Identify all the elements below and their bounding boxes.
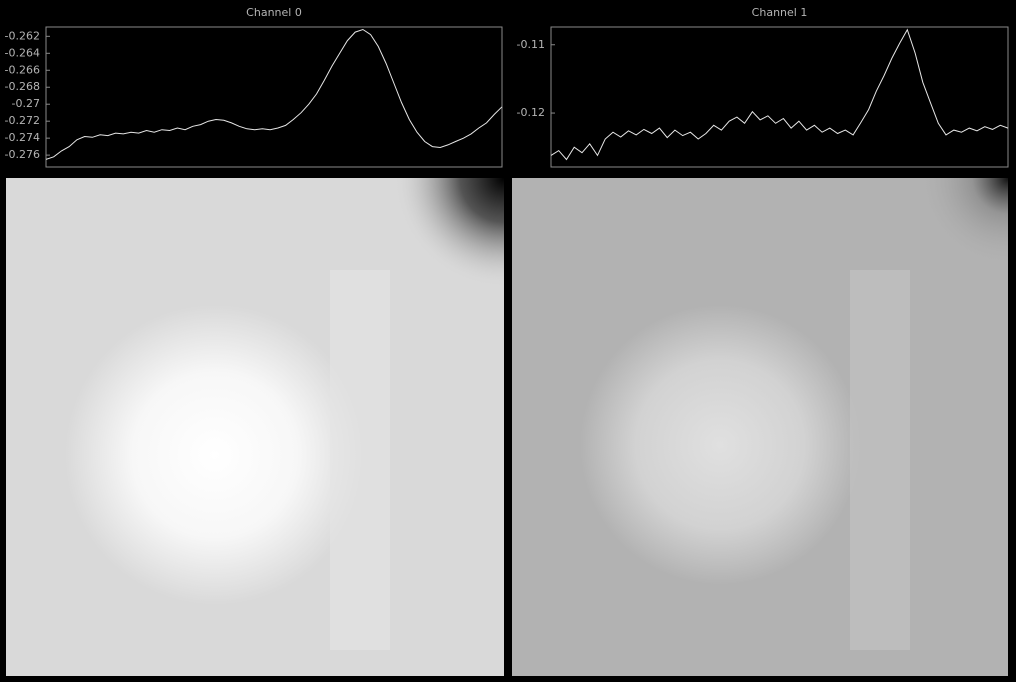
plot-frame — [550, 26, 1009, 168]
data-line — [45, 28, 503, 160]
y-tick-label: -0.266 — [5, 63, 40, 76]
y-tick-label: -0.12 — [517, 106, 545, 119]
data-line — [550, 28, 1009, 161]
plot-frame — [45, 26, 503, 168]
y-tick-label: -0.262 — [5, 29, 40, 42]
y-tick-label: -0.274 — [5, 131, 40, 144]
image-panel-1 — [512, 178, 1008, 676]
chart-title: Channel 0 — [246, 6, 302, 19]
chart-title: Channel 1 — [752, 6, 808, 19]
y-tick-label: -0.27 — [12, 97, 40, 110]
y-tick-label: -0.268 — [5, 80, 40, 93]
y-tick-label: -0.11 — [517, 38, 545, 51]
image-panel-0 — [6, 178, 504, 676]
y-tick-label: -0.272 — [5, 114, 40, 127]
y-tick-label: -0.264 — [5, 46, 40, 59]
y-tick-label: -0.276 — [5, 148, 40, 161]
